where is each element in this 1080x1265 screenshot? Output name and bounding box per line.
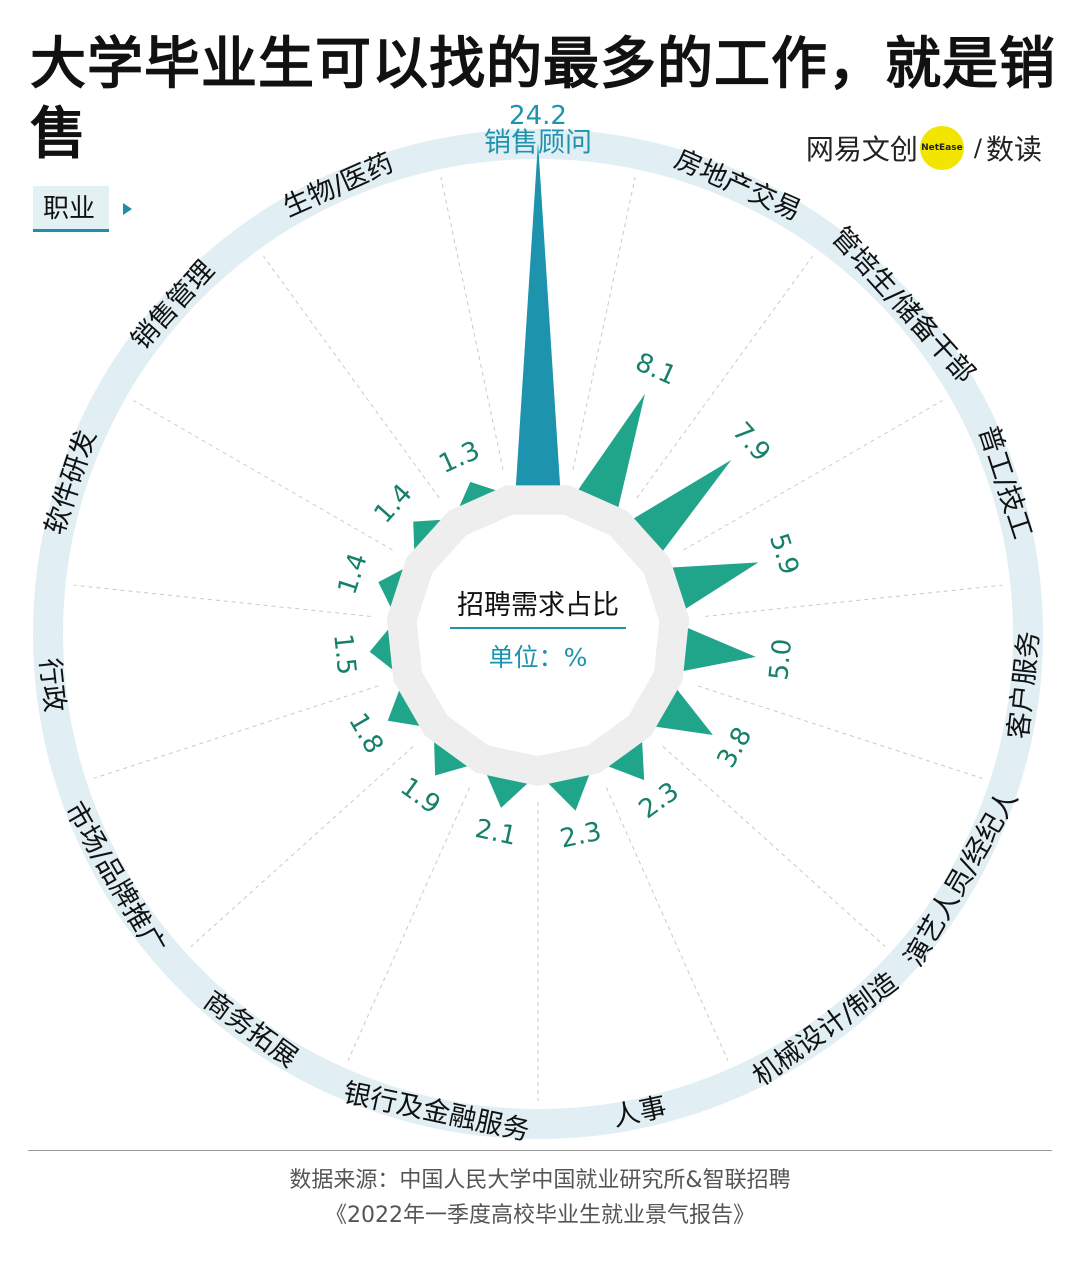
category-label-12: 软件研发 [40,426,103,538]
spike-3 [670,562,759,610]
value-label-2: 7.9 [726,417,776,468]
guide-line [93,685,379,779]
guide-line [73,584,371,617]
spike-12 [378,567,406,610]
footer-divider [28,1150,1052,1151]
chart-title: 大学毕业生可以找的最多的工作，就是销售 [30,32,1056,167]
category-label-4: 客户服务 [1003,630,1045,741]
guide-line [190,746,414,947]
center-label: 招聘需求占比 [457,590,619,621]
value-label-6: 2.3 [634,776,685,825]
spike-4 [681,627,756,672]
legend-tag: 职业 [33,186,133,232]
brand-logo: 网易文创 NetEase / 数读 [806,126,1042,170]
center-unit: 单位：% [489,643,588,672]
netease-dot-icon: NetEase [919,126,964,170]
brand-name: 网易文创 [805,133,918,166]
value-label-3: 5.9 [763,530,804,579]
guide-line [440,177,504,470]
category-label-7: 人事 [610,1092,669,1134]
source-line-2: 《2022年一季度高校毕业生就业景气报告》 [325,1203,755,1228]
value-label-14: 1.3 [435,436,485,480]
spike-2 [631,459,732,553]
value-label-7: 2.3 [558,817,605,855]
guide-line [347,787,471,1061]
value-label-10: 1.8 [342,708,389,759]
spike-7 [546,772,591,811]
center-disc [416,514,660,756]
source-line-1: 数据来源：中国人民大学中国就业研究所&智联招聘 [289,1168,791,1193]
guide-line [263,255,440,499]
category-label-6: 机械设计/制造 [747,967,904,1093]
value-label-13: 1.4 [369,479,419,530]
guide-line [572,177,636,470]
value-label-5: 3.8 [712,722,759,773]
category-label-8: 银行及金融服务 [341,1078,532,1148]
value-label-4: 5.0 [764,637,798,681]
value-label-1: 8.1 [631,347,681,391]
guide-line [636,255,813,499]
value-label-11: 1.5 [327,632,361,676]
category-label-13: 销售管理 [125,255,220,356]
value-label-8: 2.1 [472,814,519,852]
guide-line [683,400,943,551]
spike-1 [577,393,645,510]
value-label-9: 1.9 [395,772,446,821]
category-label-1: 房地产交易 [670,144,806,227]
guide-line [697,685,983,779]
spike-5 [653,687,713,735]
guide-line [662,746,886,947]
radial-bar-chart: 24.2 8.1 7.9 5.9 5.0 3.8 2.3 2.3 2.1 1.91.8 1.5 1.4… [33,101,1045,1148]
category-label-5: 演艺人员/经纪人 [899,785,1025,972]
value-label-12: 1.4 [332,550,373,599]
category-label-10: 市场/品牌推广 [58,797,170,961]
category-label-3: 普工/技工 [972,422,1038,543]
guide-line [133,400,393,551]
play-arrow-icon [123,203,133,215]
spike-0 [515,142,561,488]
brand-separator: / [973,134,982,162]
value-label-0: 24.2 [509,101,567,131]
category-label-0: 销售顾问 [484,128,592,159]
spike-10 [387,687,423,727]
category-label-11: 行政 [33,657,69,714]
brand-section: 数读 [985,133,1042,166]
category-label-2: 管培生/储备干部 [825,221,981,389]
legend-tag-label: 职业 [33,186,110,232]
category-label-9: 商务拓展 [198,985,304,1074]
guide-line [705,584,1003,617]
guide-line [605,787,729,1061]
spike-6 [606,739,645,781]
spike-11 [369,627,395,672]
